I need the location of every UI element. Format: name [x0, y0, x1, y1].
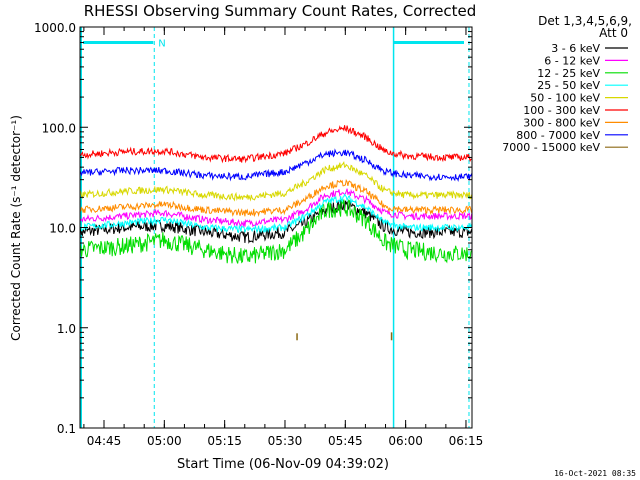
- legend-label: 12 - 25 keV: [537, 67, 600, 80]
- x-tick-label: 05:30: [268, 434, 303, 448]
- x-tick-label: 04:45: [87, 434, 122, 448]
- series-800-7000-kev: [79, 148, 473, 182]
- y-tick-label: 1000.0: [34, 21, 76, 35]
- series-100-300-kev: [79, 125, 472, 164]
- series-line: [79, 178, 473, 218]
- y-tick-label: 100.0: [42, 121, 76, 135]
- series-line: [79, 193, 473, 235]
- footer-date: 16-Oct-2021 08:35: [554, 469, 636, 478]
- x-tick-label: 06:15: [449, 434, 484, 448]
- x-tick-label: 05:00: [147, 434, 182, 448]
- y-axis-label: Corrected Count Rate (s⁻¹ detector⁻¹): [9, 115, 23, 341]
- legend-label: 3 - 6 keV: [551, 42, 600, 55]
- series-line: [79, 199, 473, 264]
- series-6-12-kev: [79, 188, 473, 228]
- series-300-800-kev: [79, 178, 473, 218]
- legend-label: 100 - 300 keV: [523, 104, 600, 117]
- series-12-25-kev: [79, 199, 473, 264]
- y-tick-label: 1.0: [57, 322, 76, 336]
- series-line: [79, 188, 473, 228]
- series-25-50-kev: [79, 193, 473, 235]
- legend-label: 7000 - 15000 keV: [502, 141, 600, 154]
- x-tick-label: 05:45: [328, 434, 363, 448]
- legend-label: 6 - 12 keV: [544, 54, 600, 67]
- x-axis-label: Start Time (06-Nov-09 04:39:02): [177, 457, 389, 472]
- y-tick-label: 10.0: [49, 222, 76, 236]
- axes: 0.1 1.0 10.0 100.0 1000.0 04:45 05:00 05:15 05:3…: [34, 21, 483, 448]
- chart-title: RHESSI Observing Summary Count Rates, Co…: [84, 2, 477, 20]
- legend-label: 300 - 800 keV: [523, 116, 600, 129]
- x-tick-label: 05:15: [207, 434, 242, 448]
- legend-label: 800 - 7000 keV: [516, 129, 600, 142]
- series-7000-15000-kev: [296, 332, 393, 341]
- marker-label-0: N: [158, 39, 165, 50]
- x-tick-label: 06:00: [388, 434, 423, 448]
- series-line: [79, 161, 473, 202]
- series-50-100-kev: [79, 161, 473, 202]
- series-line: [79, 148, 473, 182]
- legend-label: 25 - 50 keV: [537, 79, 600, 92]
- series-layer: [79, 125, 473, 341]
- legend-header-1: Det 1,3,4,5,6,9,: [538, 14, 632, 28]
- y-tick-label: 0.1: [57, 422, 76, 436]
- legend-label: 50 - 100 keV: [530, 92, 600, 105]
- series-line: [79, 125, 472, 164]
- legend-header-2: Att 0: [599, 26, 628, 40]
